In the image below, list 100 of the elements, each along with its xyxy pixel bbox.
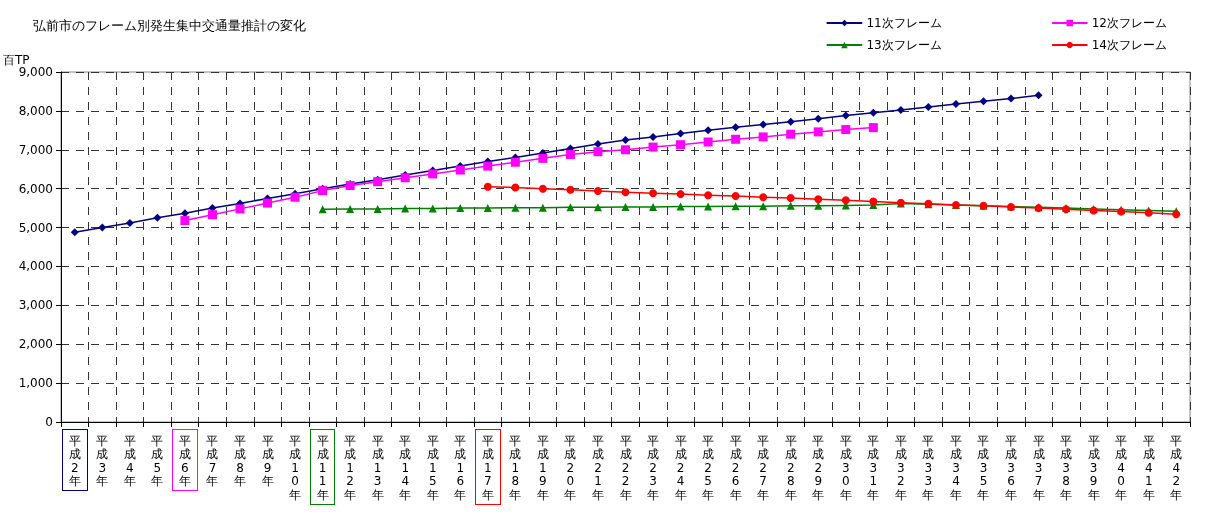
x-tick-label: 平成16年: [454, 433, 467, 502]
point: [759, 120, 768, 129]
point: [511, 183, 520, 192]
point: [180, 209, 189, 218]
point: [676, 129, 685, 138]
point: [593, 147, 603, 157]
point: [538, 203, 547, 212]
point: [649, 132, 658, 141]
point: [428, 204, 437, 213]
point: [593, 203, 602, 212]
point: [1034, 91, 1043, 100]
y-tick-label: 2,000: [18, 337, 53, 352]
y-tick-label: 1,000: [18, 376, 53, 391]
point: [704, 126, 713, 135]
point: [593, 139, 602, 148]
point: [704, 202, 713, 211]
point: [868, 123, 878, 133]
point: [979, 97, 988, 106]
point: [676, 140, 686, 150]
point: [786, 129, 796, 139]
chart-title: 弘前市のフレーム別発生集中交通量推計の変化: [33, 18, 306, 33]
x-tick-label: 平成14年: [399, 433, 412, 502]
x-tick-label: 平成39年: [1087, 433, 1100, 502]
x-tick-label: 平成35年: [977, 433, 990, 502]
x-tick-label: 平成9年: [261, 433, 274, 489]
y-tick-label: 5,000: [18, 220, 53, 235]
y-axis-title: 百TP: [3, 53, 30, 67]
x-tick-label: 平成30年: [839, 433, 852, 502]
x-tick-label: 平成6年: [178, 433, 191, 489]
point: [869, 197, 878, 206]
legend-label: 11次フレーム: [866, 16, 942, 30]
point: [428, 169, 438, 179]
point: [346, 204, 355, 213]
point: [731, 202, 740, 211]
x-tick-label: 平成12年: [344, 433, 357, 502]
point: [263, 198, 273, 208]
x-tick-label: 平成41年: [1142, 433, 1155, 502]
x-tick-label: 平成10年: [289, 433, 302, 502]
x-tick-label: 平成34年: [949, 433, 962, 502]
point: [510, 157, 520, 167]
y-tick-label: 9,000: [18, 65, 53, 79]
point: [455, 165, 465, 175]
point: [621, 136, 630, 145]
point: [621, 202, 630, 211]
x-tick-label: 平成18年: [509, 433, 522, 502]
x-tick-label: 平成36年: [1005, 433, 1018, 502]
x-tick-label: 平成42年: [1170, 433, 1183, 502]
point: [786, 194, 795, 202]
point: [648, 142, 658, 152]
x-tick-label: 平成21年: [591, 433, 604, 502]
y-tick-label: 8,000: [18, 103, 53, 118]
x-tick-label: 平成26年: [729, 433, 742, 502]
y-tick-label: 3,000: [18, 298, 53, 313]
point: [1007, 94, 1016, 103]
point: [290, 192, 300, 202]
point: [704, 191, 713, 200]
point: [565, 149, 575, 159]
point: [566, 185, 575, 194]
x-tick-label: 平成8年: [233, 433, 246, 489]
y-tick-label: 6,000: [18, 181, 53, 196]
point: [841, 111, 850, 120]
x-tick-label: 平成23年: [647, 433, 660, 502]
x-tick-label: 平成13年: [371, 433, 384, 502]
point: [70, 228, 79, 237]
point: [373, 204, 382, 213]
x-tick-label: 平成15年: [426, 433, 439, 502]
y-tick-label: 4,000: [18, 259, 53, 274]
x-tick-label: 平成38年: [1060, 433, 1073, 502]
point: [869, 108, 878, 117]
point: [621, 188, 630, 197]
x-tick-label: 平成4年: [123, 433, 136, 489]
point: [483, 204, 492, 213]
point: [841, 125, 851, 135]
point: [621, 145, 630, 155]
x-tick-label: 平成19年: [536, 433, 549, 502]
x-tick-label: 平成17年: [481, 433, 494, 502]
point: [180, 216, 190, 226]
x-tick-label: 平成24年: [674, 433, 687, 502]
point: [841, 196, 850, 205]
point: [924, 103, 933, 111]
x-tick-label: 平成20年: [564, 433, 577, 502]
x-tick-label: 平成27年: [757, 433, 770, 502]
point: [676, 190, 685, 199]
legend-label: 12次フレーム: [1091, 16, 1168, 30]
x-tick-label: 平成37年: [1032, 433, 1045, 502]
point: [813, 127, 823, 137]
x-tick-label: 平成25年: [702, 433, 715, 502]
x-tick-label: 平成22年: [619, 433, 632, 502]
point: [566, 203, 575, 212]
point: [649, 202, 658, 211]
point: [786, 201, 795, 210]
point: [731, 123, 740, 132]
x-tick-label: 平成40年: [1115, 433, 1128, 502]
point: [125, 218, 134, 227]
point: [731, 134, 741, 144]
point: [814, 114, 823, 123]
point: [538, 184, 547, 193]
point: [98, 223, 107, 232]
point: [703, 137, 713, 147]
point: [951, 99, 960, 108]
